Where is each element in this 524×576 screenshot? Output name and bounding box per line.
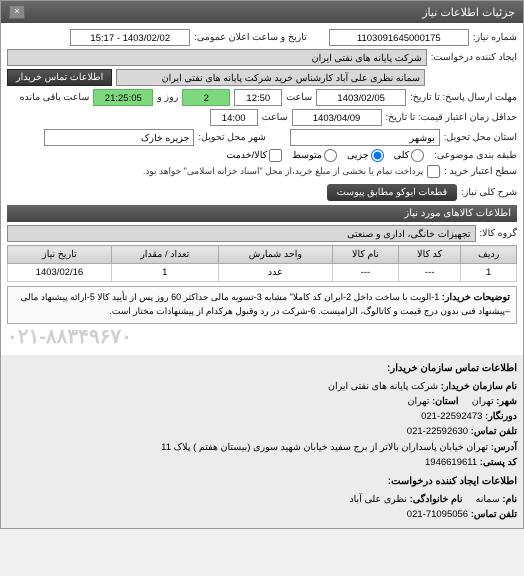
tel-value: 22592630-021 — [407, 426, 468, 437]
table-row[interactable]: 1 --- --- عدد 1 1403/02/16 — [8, 264, 517, 282]
remaining-label: ساعت باقی مانده — [20, 92, 90, 103]
goods-table: ردیف کد کالا نام کالا واحد شمارش تعداد /… — [7, 245, 517, 282]
city-value: تهران — [472, 396, 494, 407]
cell-date: 1403/02/16 — [8, 264, 112, 282]
col-name: نام کالا — [333, 246, 399, 264]
delivery-city-label: شهر محل تحویل: — [198, 132, 265, 143]
check-service-input[interactable] — [269, 149, 282, 162]
titlebar: جزئیات اطلاعات نیاز × — [1, 1, 523, 23]
budget-class-label: طبقه بندی موضوعی: — [434, 150, 517, 161]
postal-value: 1946619611 — [425, 457, 477, 468]
radio-all[interactable]: کلی — [394, 149, 425, 162]
time-label-1: ساعت — [286, 92, 312, 103]
org-label: نام سازمان خریدار: — [441, 381, 517, 392]
fax-label: دورنگار: — [485, 411, 517, 422]
deadline-label: مهلت ارسال پاسخ: تا تاریخ: — [410, 92, 517, 103]
radio-medium-label: متوسط — [292, 150, 322, 161]
state-value: تهران — [407, 396, 429, 407]
cell-code: --- — [398, 264, 460, 282]
radio-all-label: کلی — [394, 150, 410, 161]
buyer-notes-box: توضیحات خریدار: 1-الویت با ساخت داخل 2-ا… — [7, 286, 517, 324]
radio-partial[interactable]: جزیی — [347, 149, 384, 162]
form-content: شماره نیاز: 1103091645000175 تاریخ و ساع… — [1, 23, 523, 355]
dialog-window: جزئیات اطلاعات نیاز × شماره نیاز: 110309… — [0, 0, 524, 529]
addr-label: آدرس: — [491, 442, 517, 453]
purchase-level-label: سطح اعتبار خرید : — [444, 166, 517, 177]
cell-name: --- — [333, 264, 399, 282]
col-date: تاریخ نیاز — [8, 246, 112, 264]
col-code: کد کالا — [398, 246, 460, 264]
check-service-label: کالا/خدمت — [226, 150, 267, 161]
days-left-field: 2 — [182, 89, 230, 106]
state-label: استان: — [432, 396, 459, 407]
table-header-row: ردیف کد کالا نام کالا واحد شمارش تعداد /… — [8, 246, 517, 264]
col-unit: واحد شمارش — [218, 246, 332, 264]
min-valid-date-field: 1403/04/09 — [292, 109, 382, 126]
creator-contact-header: اطلاعات ایجاد کننده درخواست: — [7, 474, 517, 490]
purchase-checkbox[interactable] — [427, 165, 440, 178]
min-valid-label: حداقل زمان اعتبار قیمت: تا تاریخ: — [386, 112, 517, 123]
buyer-contact-button[interactable]: اطلاعات تماس خریدار — [7, 69, 112, 86]
deadline-time-field: 12:50 — [234, 89, 282, 106]
cell-qty: 1 — [111, 264, 218, 282]
addr-value: تهران خیابان پاسداران بالاتر از برج سفید… — [161, 442, 488, 453]
delivery-city-field: جزیره خارک — [44, 129, 194, 146]
radio-medium[interactable]: متوسط — [292, 149, 337, 162]
close-icon[interactable]: × — [9, 5, 25, 19]
ctel-value: 71095056-021 — [407, 509, 468, 520]
family-value: نظری علی آباد — [349, 494, 407, 505]
announce-label: تاریخ و ساعت اعلان عمومی: — [194, 32, 307, 43]
buyer-notes-text: 1-الویت با ساخت داخل 2-ایران کد کاملا" م… — [21, 292, 510, 316]
radio-partial-label: جزیی — [347, 150, 369, 161]
ctel-label: تلفن تماس: — [471, 509, 517, 520]
deadline-date-field: 1403/02/05 — [316, 89, 406, 106]
goods-group-label: گروه کالا: — [480, 228, 517, 239]
time-label-2: ساعت — [262, 112, 288, 123]
creator-org-field: شرکت پایانه های نفتی ایران — [7, 49, 427, 66]
creator-person-field: سمانه نظری علی آباد کارشناس خرید شرکت پا… — [116, 69, 425, 86]
buyer-notes-label: توضیحات خریدار: — [442, 291, 510, 305]
fax-value: 22592473-021 — [421, 411, 482, 422]
countdown-field: 21:25:05 — [93, 89, 153, 106]
radio-service[interactable]: کالا/خدمت — [226, 149, 282, 162]
min-valid-time-field: 14:00 — [210, 109, 258, 126]
delivery-state-label: استان محل تحویل: — [444, 132, 517, 143]
delivery-state-field: بوشهر — [290, 129, 440, 146]
col-qty: تعداد / مقدار — [111, 246, 218, 264]
city-label: شهر: — [496, 396, 517, 407]
days-suffix: روز و — [157, 92, 178, 103]
name-value: سمانه — [476, 494, 500, 505]
goods-section-header: اطلاعات کالاهای مورد نیاز — [7, 205, 517, 222]
req-number-label: شماره نیاز: — [473, 32, 517, 43]
desc-title-label: شرح کلی نیاز: — [461, 187, 517, 198]
desc-title-pill: قطعات ایوکو مطابق پیوست — [327, 184, 457, 201]
radio-partial-input[interactable] — [371, 149, 384, 162]
creator-label: ایجاد کننده درخواست: — [431, 52, 517, 63]
cell-unit: عدد — [218, 264, 332, 282]
cell-idx: 1 — [461, 264, 517, 282]
radio-medium-input[interactable] — [324, 149, 337, 162]
name-label: نام: — [502, 494, 517, 505]
goods-group-field: تجهیزات خانگی، اداری و صنعتی — [7, 225, 476, 242]
purchase-note: پرداخت تمام یا بخشی از مبلغ خرید،از محل … — [143, 165, 423, 178]
req-number-field: 1103091645000175 — [329, 29, 469, 46]
dialog-title: جزئیات اطلاعات نیاز — [422, 6, 515, 19]
postal-label: کد پستی: — [480, 457, 517, 468]
contact-header: اطلاعات تماس سازمان خریدار: — [7, 361, 517, 377]
family-label: نام خانوادگی: — [410, 494, 463, 505]
col-idx: ردیف — [461, 246, 517, 264]
phone-watermark: ۰۲۱-۸۸۳۴۹۶۷۰ — [7, 324, 517, 349]
org-value: شرکت پایانه های نفتی ایران — [328, 381, 438, 392]
announce-field: 1403/02/02 - 15:17 — [70, 29, 190, 46]
tel-label: تلفن تماس: — [471, 426, 517, 437]
contact-section: اطلاعات تماس سازمان خریدار: نام سازمان خ… — [1, 355, 523, 529]
radio-all-input[interactable] — [411, 149, 424, 162]
